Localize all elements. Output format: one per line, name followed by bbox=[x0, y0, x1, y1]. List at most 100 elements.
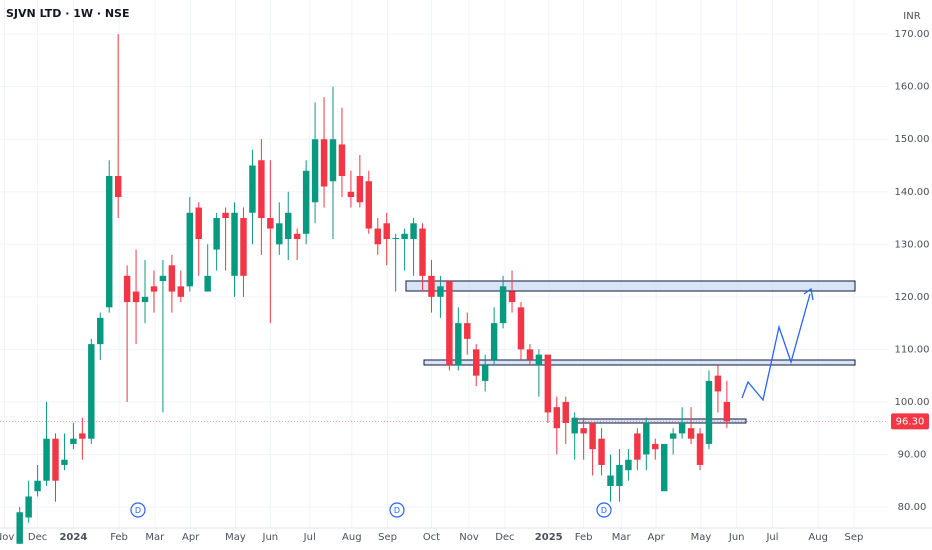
candle-body bbox=[660, 443, 668, 492]
y-tick-label: 100.00 bbox=[895, 397, 930, 408]
x-tick-label: Nov bbox=[0, 532, 14, 543]
last-price-badge bbox=[891, 413, 929, 430]
candle-body bbox=[517, 307, 525, 350]
candle-body bbox=[473, 349, 480, 376]
x-tick-label: Feb bbox=[575, 532, 593, 543]
candle-body bbox=[643, 422, 650, 455]
candle-body bbox=[79, 433, 86, 439]
candle-body bbox=[455, 323, 462, 366]
candle-body bbox=[293, 233, 301, 240]
candle-body bbox=[598, 438, 605, 465]
x-tick-label: Sep bbox=[845, 532, 864, 543]
candle-body bbox=[213, 218, 220, 250]
y-tick-label: 120.00 bbox=[895, 292, 930, 303]
candle-body bbox=[616, 464, 623, 486]
candle-body bbox=[589, 422, 596, 450]
candle-body bbox=[105, 176, 113, 308]
candle-body bbox=[535, 354, 543, 366]
x-tick-label: Nov bbox=[459, 532, 479, 543]
candle-body bbox=[285, 212, 292, 240]
x-tick-label: Aug bbox=[342, 532, 362, 543]
candle-body bbox=[571, 417, 578, 434]
x-tick-label: Oct bbox=[423, 532, 440, 543]
candle-body bbox=[311, 139, 319, 203]
currency: INR bbox=[903, 11, 920, 22]
y-tick-label: 150.00 bbox=[895, 134, 930, 145]
candle-body bbox=[141, 296, 149, 303]
candle-body bbox=[267, 218, 274, 229]
candle-body bbox=[678, 422, 686, 434]
zone bbox=[405, 280, 856, 292]
x-tick-label: May bbox=[691, 532, 712, 543]
candle-body bbox=[607, 475, 614, 486]
candle-body bbox=[302, 170, 310, 234]
x-tick-label: Mar bbox=[612, 532, 632, 543]
candle-body bbox=[383, 223, 390, 240]
candle-body bbox=[240, 218, 247, 276]
x-tick-label: Dec bbox=[28, 532, 47, 543]
event-marker bbox=[130, 502, 146, 518]
candle-body bbox=[464, 323, 471, 339]
x-tick-label: Aug bbox=[808, 532, 828, 543]
event-label: D bbox=[601, 506, 607, 515]
candle-body bbox=[553, 407, 561, 429]
candle-body bbox=[392, 237, 399, 240]
x-tick-label: 2025 bbox=[535, 532, 563, 543]
y-tick-label: 90.00 bbox=[898, 449, 927, 460]
candle-body bbox=[204, 275, 211, 292]
candle-body bbox=[723, 401, 731, 422]
x-tick-label: Sep bbox=[378, 532, 397, 543]
candle-body bbox=[347, 191, 355, 198]
last-price-label: 96.30 bbox=[896, 416, 925, 427]
candle-body bbox=[705, 380, 713, 444]
chart-title: SJVN LTD · 1W · NSE bbox=[6, 7, 130, 20]
zone bbox=[423, 359, 856, 366]
candle-body bbox=[481, 365, 489, 381]
candle-body bbox=[490, 323, 498, 360]
candle-body bbox=[437, 286, 444, 297]
candle-body bbox=[61, 459, 68, 465]
x-tick-label: Apr bbox=[182, 532, 200, 543]
x-tick-label: 2024 bbox=[59, 532, 87, 543]
candle-body bbox=[625, 459, 632, 471]
candle-body bbox=[714, 375, 722, 392]
candle-body bbox=[329, 139, 337, 182]
candle-body bbox=[159, 275, 167, 282]
candle-body bbox=[652, 443, 659, 450]
candle-body bbox=[696, 433, 704, 465]
candle-body bbox=[88, 344, 95, 439]
y-tick-label: 130.00 bbox=[895, 239, 930, 250]
candle-body bbox=[43, 438, 50, 481]
candle-body bbox=[249, 165, 256, 213]
candle-body bbox=[132, 291, 140, 303]
candle-body bbox=[150, 286, 158, 292]
candle-body bbox=[16, 512, 23, 544]
candle-body bbox=[356, 176, 364, 203]
x-tick-label: Mar bbox=[145, 532, 165, 543]
candle-body bbox=[231, 212, 238, 276]
candle-body bbox=[580, 428, 587, 434]
candle-body bbox=[70, 438, 77, 444]
candle-body bbox=[687, 428, 695, 439]
event-marker bbox=[596, 502, 612, 518]
candle-body bbox=[446, 281, 453, 366]
candle-body bbox=[562, 401, 569, 423]
x-tick-label: Feb bbox=[110, 532, 128, 543]
candle-body bbox=[428, 275, 435, 297]
candle-body bbox=[410, 223, 417, 240]
x-tick-label: Jun bbox=[262, 532, 279, 543]
candle-body bbox=[401, 233, 408, 240]
candle-body bbox=[177, 286, 185, 297]
candle-body bbox=[114, 176, 122, 198]
event-marker bbox=[389, 502, 405, 518]
candle-body bbox=[544, 354, 552, 413]
candle-body bbox=[338, 144, 346, 176]
candle-body bbox=[168, 265, 176, 292]
candle-body bbox=[634, 433, 641, 460]
x-tick-label: Jun bbox=[728, 532, 745, 543]
candle-body bbox=[52, 438, 59, 481]
candle-body bbox=[526, 349, 534, 360]
candle-body bbox=[508, 291, 516, 303]
x-tick-label: Jul bbox=[765, 532, 778, 543]
